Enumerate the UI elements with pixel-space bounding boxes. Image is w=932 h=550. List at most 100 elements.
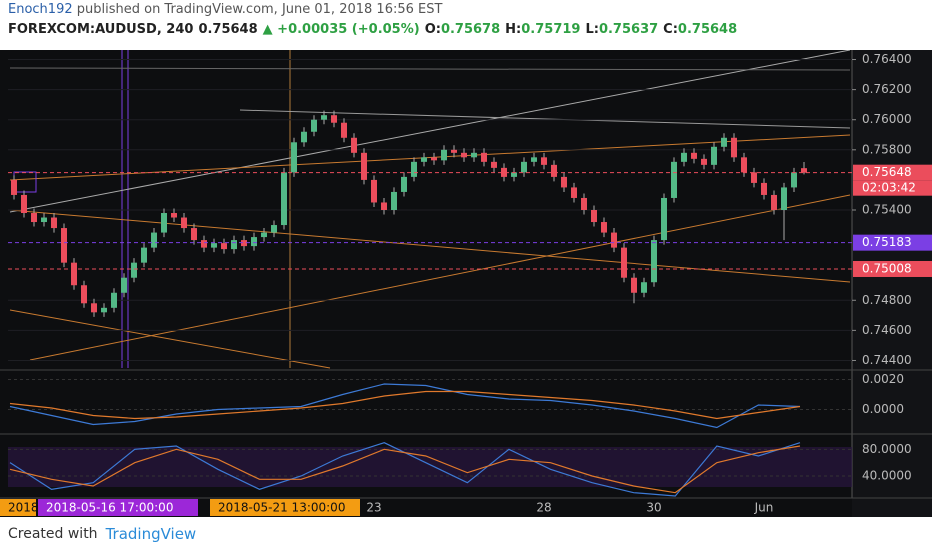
candle-body xyxy=(211,243,217,248)
candle-body xyxy=(181,217,187,229)
trendline xyxy=(239,109,851,129)
candle-body xyxy=(641,282,647,293)
candle-body xyxy=(791,172,797,188)
candle-body xyxy=(121,277,127,293)
candle-body xyxy=(611,232,617,248)
candle-body xyxy=(711,146,717,165)
trendline xyxy=(9,50,851,213)
countdown: 02:03:42 xyxy=(862,181,916,195)
candle-body xyxy=(671,161,677,198)
publish-line: Enoch192 published on TradingView.com, J… xyxy=(8,0,932,22)
candle-body xyxy=(341,122,347,138)
candle-body xyxy=(321,115,327,120)
candle-body xyxy=(421,157,427,162)
last: 0.75648 xyxy=(198,22,258,37)
candle-body xyxy=(21,194,27,214)
candle-body xyxy=(481,152,487,162)
y-tick-label: 0.76000 xyxy=(862,112,912,126)
candle-body xyxy=(81,285,87,304)
created: Created with xyxy=(8,525,98,542)
candle-body xyxy=(431,157,437,161)
x-tick-label: 30 xyxy=(646,501,661,515)
candle-body xyxy=(451,149,457,153)
candle-body xyxy=(441,149,447,161)
candle-body xyxy=(221,243,227,250)
price-tag-label: 0.75648 xyxy=(862,165,912,179)
brand[interactable]: TradingView xyxy=(105,524,197,543)
candle-body xyxy=(101,307,107,313)
candle-body xyxy=(411,161,417,177)
candle-body xyxy=(201,240,207,248)
candle-body xyxy=(631,277,637,293)
candle-body xyxy=(801,168,807,173)
trendline xyxy=(29,194,851,361)
candle-body xyxy=(311,119,317,132)
y-tick-label: 0.0000 xyxy=(862,402,904,416)
candle-body xyxy=(251,237,257,247)
y-tick-label: 0.0020 xyxy=(862,372,904,386)
candle-body xyxy=(621,247,627,278)
candle-body xyxy=(771,194,777,210)
time-tag xyxy=(210,499,360,516)
y-tick-label: 0.76400 xyxy=(862,52,912,66)
x-tick-label: 23 xyxy=(366,501,381,515)
footer: Created with TradingView xyxy=(0,517,932,550)
candle-body xyxy=(401,176,407,192)
c: 0.75648 xyxy=(677,22,738,37)
candle-body xyxy=(51,217,57,229)
indicator-line xyxy=(9,390,801,420)
candle-body xyxy=(681,152,687,162)
candle-body xyxy=(371,179,377,203)
candle-body xyxy=(231,240,237,250)
time-tag xyxy=(0,499,36,516)
countdown-tag xyxy=(853,180,932,196)
candle-body xyxy=(191,228,197,241)
change: ▲ +0.00035 (+0.05%) xyxy=(262,22,420,37)
candle-body xyxy=(471,152,477,158)
l: 0.75637 xyxy=(598,22,659,37)
header: Enoch192 published on TradingView.com, J… xyxy=(0,0,932,50)
candle-body xyxy=(261,232,267,238)
candle-body xyxy=(731,137,737,158)
candle-body xyxy=(761,182,767,195)
candle-body xyxy=(301,131,307,143)
price-axis-bg xyxy=(852,50,932,517)
candle-body xyxy=(161,213,167,233)
c-label: C: xyxy=(663,22,678,37)
time-tag xyxy=(38,499,198,516)
y-tick-label: 0.74400 xyxy=(862,353,912,367)
chart-bg xyxy=(0,50,932,517)
y-tick-label: 0.74800 xyxy=(862,293,912,307)
candle-body xyxy=(281,172,287,226)
candle-body xyxy=(501,167,507,177)
candle-body xyxy=(701,158,707,165)
candle-body xyxy=(61,228,67,263)
time-label: 2018 xyxy=(8,501,39,515)
candle-body xyxy=(331,115,337,123)
candle-body xyxy=(391,191,397,210)
candle-body xyxy=(651,240,657,283)
candle-body xyxy=(41,217,47,223)
candle-body xyxy=(91,303,97,313)
quote-line: FOREXCOM:AUDUSD, 240 0.75648 ▲ +0.00035 … xyxy=(8,22,932,37)
candle-body xyxy=(381,202,387,210)
candle-body xyxy=(751,172,757,183)
candle-body xyxy=(11,179,17,195)
candle-body xyxy=(561,176,567,188)
candle-body xyxy=(111,292,117,308)
published: published on TradingView.com, June 01, 2… xyxy=(76,2,443,17)
author[interactable]: Enoch192 xyxy=(8,2,73,17)
h-label: H: xyxy=(505,22,522,37)
candle-body xyxy=(571,187,577,198)
candle-body xyxy=(271,225,277,233)
candle-body xyxy=(521,161,527,173)
price-tag-label: 0.75008 xyxy=(862,261,912,275)
candle-body xyxy=(141,247,147,263)
candle-body xyxy=(741,157,747,173)
symbol: FOREXCOM:AUDUSD, 240 xyxy=(8,22,194,37)
price-tag xyxy=(853,260,932,277)
candle-body xyxy=(291,142,297,173)
trendline xyxy=(9,309,331,369)
trendline xyxy=(9,209,851,283)
